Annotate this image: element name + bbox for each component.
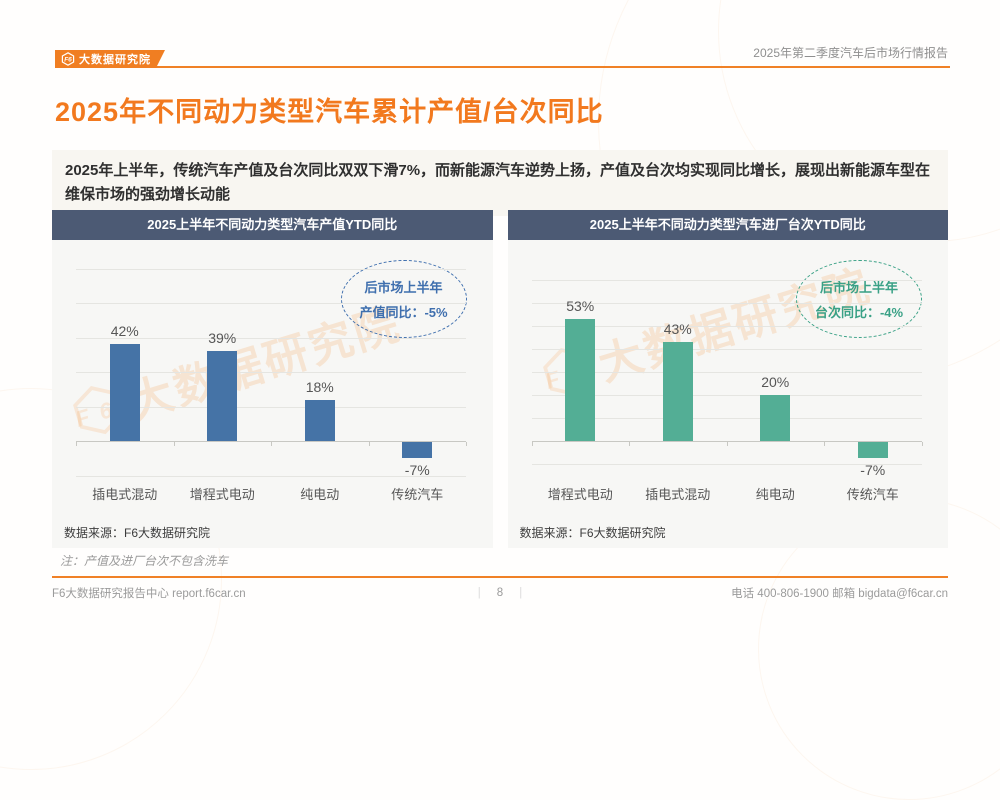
separator: | [477,587,481,599]
annotation-line1: 后市场上半年 [819,280,898,295]
header-divider [55,66,950,68]
zero-axis-line [76,441,466,442]
bar-value-label: 53% [566,298,595,315]
axis-tick [921,442,923,446]
category-label: 传统汽车 [846,487,899,502]
page-number: 8 [496,587,504,599]
page-title: 2025年不同动力类型汽车累计产值/台次同比 [55,97,604,127]
axis-tick [531,442,533,446]
axis-tick [271,442,272,446]
footer: F6大数据研究报告中心 report.f6car.cn | 8 | 电话 400… [52,585,948,601]
footer-report-center-link[interactable]: F6大数据研究报告中心 report.f6car.cn [52,588,246,600]
gridline [531,464,922,465]
gridline [531,349,922,350]
gridline [531,326,922,327]
gridline [76,337,466,339]
axis-tick [726,442,728,446]
category-label: 传统汽车 [391,487,444,502]
page-number-block: | 8 | [478,587,522,599]
gridline [531,372,922,373]
chart-title: 2025上半年不同动力类型汽车产值YTD同比 [52,210,493,240]
brand-logo: F6 大数据研究院 [55,50,165,68]
annotation-line2: 台次同比：-4% [814,305,904,320]
category-label: 插电式混动 [92,487,158,502]
category-label: 纯电动 [300,487,340,502]
bar [304,399,335,441]
brand-logo-text: 大数据研究院 [79,54,151,66]
footer-contact-link[interactable]: 电话 400-806-1900 邮箱 bigdata@f6car.cn [731,588,948,600]
bar [857,442,888,459]
bar [662,342,693,441]
annotation-line2: 产值同比：-5% [359,305,448,320]
chart-card-output-value: 2025上半年不同动力类型汽车产值YTD同比 F6 大数据研究院 后市场上半年 … [52,210,493,548]
category-label: 增程式电动 [189,487,255,502]
bar [109,344,140,441]
gridline [531,418,922,419]
axis-tick [76,442,77,446]
bar-value-label: 20% [761,374,790,390]
axis-tick [466,442,467,446]
gridline [76,406,466,408]
separator: | [519,587,523,599]
annotation-line1: 后市场上半年 [364,280,443,295]
chart-plot-area: F6 大数据研究院 后市场上半年 台次同比：-4% 数据来源：F6大数据研究院 … [507,240,948,548]
summary-box: 2025年上半年，传统汽车产值及台次同比双双下滑7%，而新能源汽车逆势上扬，产值… [52,150,948,216]
data-source: 数据来源：F6大数据研究院 [519,526,666,540]
gridline [531,303,922,304]
svg-text:F6: F6 [64,57,72,64]
bar-value-label: 18% [305,378,334,395]
category-label: 纯电动 [755,487,795,502]
charts-row: 2025上半年不同动力类型汽车产值YTD同比 F6 大数据研究院 后市场上半年 … [52,210,948,548]
axis-tick [629,442,630,446]
annotation-ellipse: 后市场上半年 产值同比：-5% [340,260,467,338]
axis-tick [824,442,825,446]
gridline [76,303,466,304]
footer-divider [52,576,948,578]
gridline [531,280,922,281]
bar-value-label: -7% [404,462,430,479]
gridline [76,475,466,477]
category-label: 插电式混动 [645,487,711,502]
bar [207,351,238,441]
bar [402,442,433,459]
axis-tick [173,442,175,446]
chart-title: 2025上半年不同动力类型汽车进厂台次YTD同比 [507,210,948,240]
chart-plot-area: F6 大数据研究院 后市场上半年 产值同比：-5% 数据来源：F6大数据研究院 … [52,240,493,548]
gridline [531,395,922,396]
axis-tick [368,442,370,446]
category-label: 增程式电动 [547,487,613,502]
bar-value-label: 39% [208,330,237,347]
annotation-ellipse: 后市场上半年 台次同比：-4% [796,260,922,338]
zero-axis-line [531,441,922,442]
chart-card-workshop-visits: 2025上半年不同动力类型汽车进厂台次YTD同比 F6 大数据研究院 后市场上半… [507,210,948,548]
footnote: 注：产值及进厂台次不包含洗车 [60,554,229,568]
bar [760,395,791,441]
gridline [76,268,466,270]
f6-hexagon-icon: F6 [61,52,75,66]
bar-value-label: 43% [663,321,692,338]
bar [565,319,596,441]
report-subtitle: 2025年第二季度汽车后市场行情报告 [753,46,948,60]
gridline [76,372,466,373]
bar-value-label: 42% [110,323,139,340]
data-source: 数据来源：F6大数据研究院 [64,526,211,540]
bar-value-label: -7% [860,462,886,479]
